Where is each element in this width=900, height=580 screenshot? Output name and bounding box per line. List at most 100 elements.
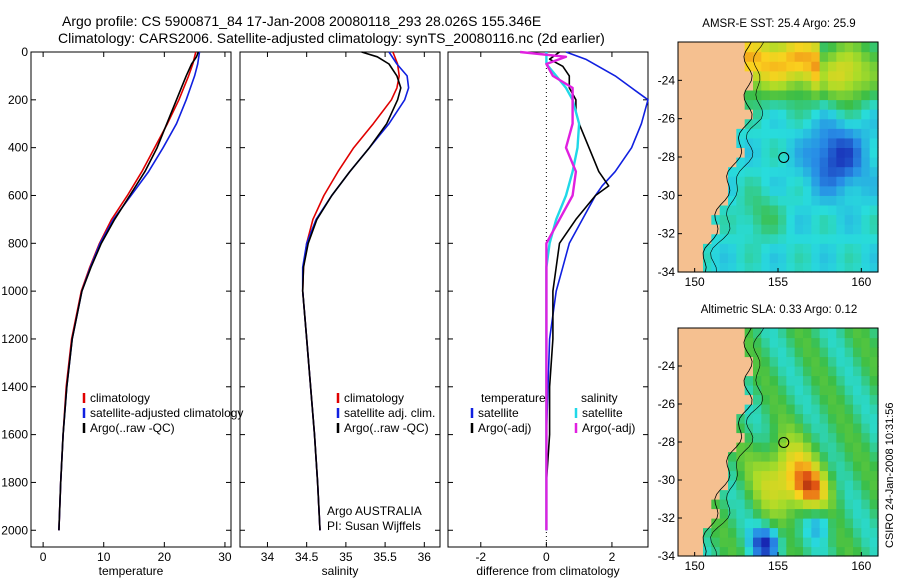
sst-map-cell (686, 70, 696, 81)
sst-map-cell (794, 224, 804, 235)
sla-map-cell (803, 413, 812, 424)
sla-map-cell (794, 442, 804, 453)
sla-map-cell (711, 546, 721, 557)
sst-map-cell (828, 224, 837, 235)
sst-map-cell (736, 176, 746, 187)
sst-map-cell (794, 157, 804, 168)
sla-map-cell (744, 356, 754, 367)
sst-map-ytick-label: -30 (658, 188, 676, 202)
sla-map-cell (744, 546, 754, 557)
depth-tick-label: 1200 (1, 332, 28, 346)
sla-map-cell (703, 546, 712, 557)
sst-map-cell (678, 214, 687, 225)
diff-legend-sal-argo-label: Argo(-adj) (582, 421, 635, 435)
sst-map-cell (803, 214, 812, 225)
sst-map-cell (711, 42, 721, 53)
sla-map-cell (744, 537, 754, 548)
sla-map-cell (861, 385, 871, 396)
sst-map-cell (753, 176, 762, 187)
sla-map-cell (753, 356, 762, 367)
sst-map-cell (728, 80, 737, 91)
sst-map-cell (869, 252, 879, 264)
sla-map-cell (686, 451, 696, 462)
sla-map-cell (869, 518, 879, 529)
sla-map-cell (719, 489, 729, 500)
sst-map-cell (844, 214, 854, 225)
sla-map-cell (803, 480, 812, 491)
sst-map-cell (728, 176, 737, 187)
sst-map-cell (778, 252, 787, 264)
sst-map-cell (786, 224, 796, 235)
sst-map-cell (678, 176, 687, 187)
sst-map-shelf-contour (710, 41, 765, 273)
temp-legend-climatology-label: climatology (90, 391, 150, 405)
sst-map-cell (694, 262, 704, 273)
diff-legend-temp-argo-label: Argo(-adj) (478, 421, 531, 435)
sla-map-cell (836, 375, 846, 386)
sla-map-cell (711, 385, 721, 396)
sla-map-cell (778, 366, 787, 377)
sla-map-cell (753, 527, 762, 538)
sst-map-cell (744, 51, 754, 62)
sst-map-cell (844, 51, 854, 62)
sst-map-cell (803, 224, 812, 235)
sst-map-cell (728, 252, 737, 264)
sst-map-cell (744, 70, 754, 81)
sla-map-cell (811, 518, 821, 529)
sla-map-cell (794, 328, 804, 339)
sst-map-cell (753, 89, 762, 101)
sst-map-cell (819, 185, 829, 196)
sst-map-cell (753, 61, 762, 72)
sla-map-cell (769, 470, 779, 481)
sst-map-cell (861, 233, 871, 244)
sla-map-cell (728, 499, 737, 510)
sst-map-cell (828, 80, 837, 91)
sst-map-cell (836, 157, 846, 168)
sst-map-cell (869, 118, 879, 129)
sst-map-cell (861, 243, 871, 254)
sla-map-cell (844, 328, 854, 339)
sla-map-cell (678, 404, 687, 415)
sla-map-cell (736, 546, 746, 557)
sst-map-cell (753, 157, 762, 168)
sla-map-cell (678, 508, 687, 519)
sla-map-cell (819, 442, 829, 453)
difference-profile-series-3 (519, 50, 578, 531)
sst-map-cell (828, 147, 837, 158)
sst-map-cell (719, 252, 729, 264)
sla-map-cell (853, 404, 862, 415)
sla-map-cell (753, 432, 762, 443)
sst-map-cell (719, 128, 729, 139)
sst-map-cell (678, 157, 687, 168)
sst-map-cell (711, 166, 721, 177)
sst-map-cell (686, 185, 696, 196)
sst-map-cell (719, 204, 729, 216)
sla-map-cell (778, 470, 787, 481)
sla-map-cell (694, 375, 704, 386)
sst-map-cell (711, 224, 721, 235)
sla-map-cell (753, 328, 762, 339)
sla-map-cell (861, 546, 871, 557)
sla-map-cell (744, 385, 754, 396)
sst-map-cell (844, 89, 854, 101)
sla-map-cell (736, 499, 746, 510)
sla-map-cell (753, 461, 762, 472)
sst-map-cell (761, 243, 771, 254)
sst-map-cell (778, 70, 787, 81)
sst-map-cell (794, 195, 804, 206)
sst-map-cell (686, 51, 696, 62)
sla-map-cell (703, 537, 712, 548)
sst-map-cell (736, 262, 746, 273)
sla-map-cell (694, 480, 704, 491)
sst-map-cell (861, 166, 871, 177)
sla-map-cell (778, 480, 787, 491)
sla-map-cell (719, 461, 729, 472)
sla-map-cell (711, 489, 721, 500)
sla-map-cell (811, 499, 821, 510)
sst-map-cell (836, 185, 846, 196)
sla-map-cell (728, 404, 737, 415)
sst-map-cell (794, 166, 804, 177)
sla-map-cell (844, 347, 854, 358)
sla-map-cell (853, 442, 862, 453)
sst-map-cell (819, 204, 829, 216)
